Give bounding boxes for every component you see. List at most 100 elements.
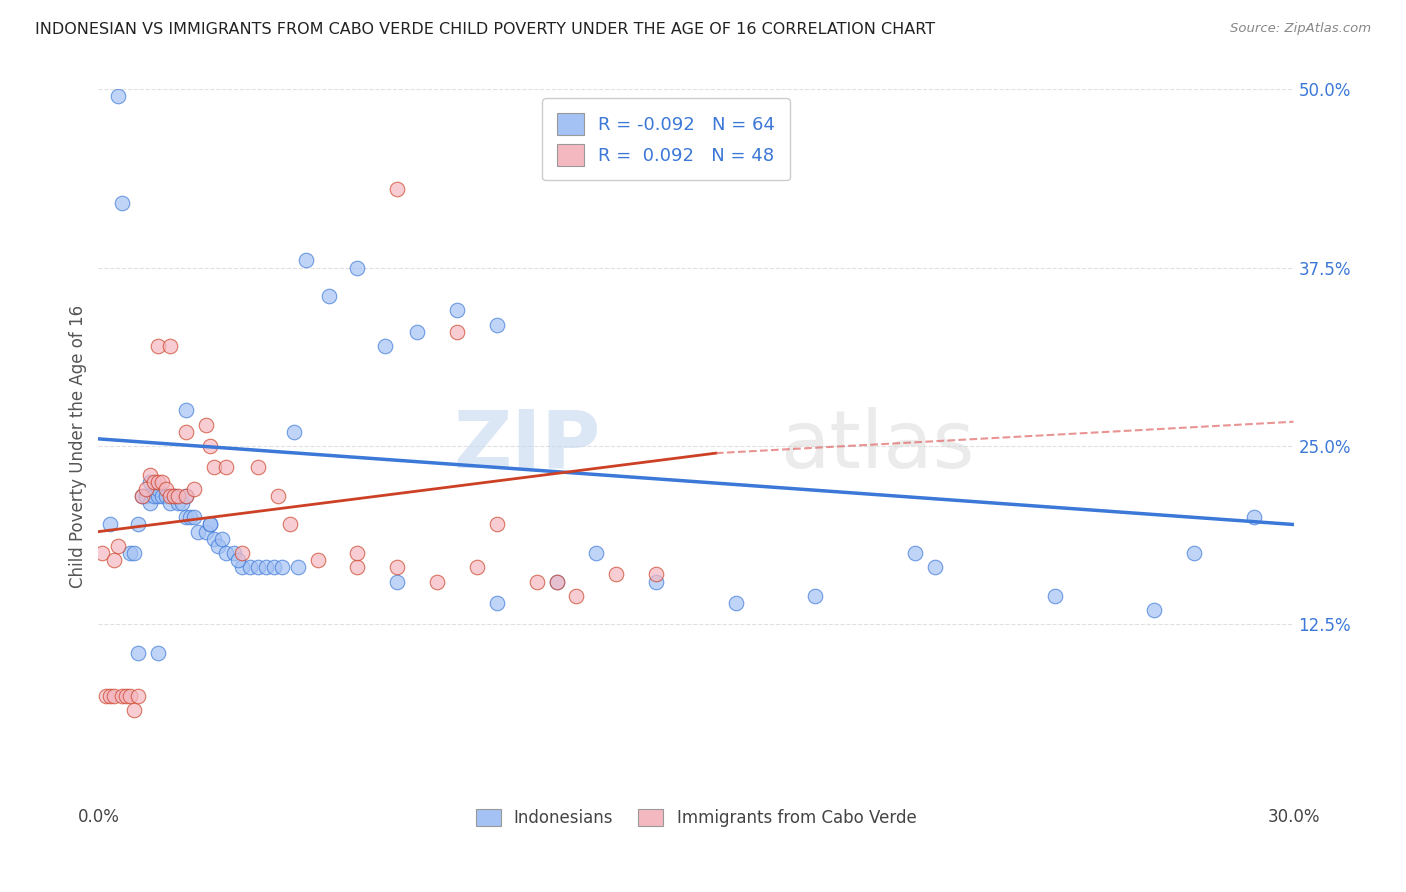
Point bbox=[195, 524, 218, 539]
Point bbox=[163, 489, 186, 503]
Point bbox=[346, 260, 368, 275]
Point bbox=[485, 318, 508, 332]
Point bbox=[135, 482, 157, 496]
Point bbox=[174, 489, 197, 503]
Point bbox=[198, 439, 221, 453]
Point bbox=[150, 475, 173, 489]
Point bbox=[167, 489, 190, 503]
Point bbox=[211, 532, 233, 546]
Point bbox=[1182, 546, 1205, 560]
Point bbox=[150, 489, 173, 503]
Point bbox=[406, 325, 429, 339]
Point bbox=[107, 539, 129, 553]
Point bbox=[127, 646, 149, 660]
Text: INDONESIAN VS IMMIGRANTS FROM CABO VERDE CHILD POVERTY UNDER THE AGE OF 16 CORRE: INDONESIAN VS IMMIGRANTS FROM CABO VERDE… bbox=[35, 22, 935, 37]
Point bbox=[283, 425, 305, 439]
Y-axis label: Child Poverty Under the Age of 16: Child Poverty Under the Age of 16 bbox=[69, 304, 87, 588]
Point bbox=[207, 539, 229, 553]
Point bbox=[724, 596, 747, 610]
Point bbox=[111, 689, 134, 703]
Point bbox=[131, 489, 153, 503]
Point bbox=[924, 560, 946, 574]
Point bbox=[585, 546, 607, 560]
Point bbox=[231, 560, 253, 574]
Point bbox=[159, 489, 181, 503]
Point bbox=[98, 517, 122, 532]
Point bbox=[254, 560, 277, 574]
Point bbox=[294, 253, 316, 268]
Point bbox=[446, 303, 468, 318]
Point bbox=[163, 489, 186, 503]
Point bbox=[195, 417, 218, 432]
Point bbox=[385, 560, 409, 574]
Point bbox=[374, 339, 396, 353]
Point bbox=[187, 524, 209, 539]
Point bbox=[307, 553, 329, 567]
Point bbox=[103, 553, 125, 567]
Point bbox=[346, 546, 368, 560]
Point bbox=[174, 403, 197, 417]
Point bbox=[127, 517, 149, 532]
Point bbox=[179, 510, 201, 524]
Point bbox=[1243, 510, 1265, 524]
Text: atlas: atlas bbox=[779, 407, 974, 485]
Point bbox=[904, 546, 927, 560]
Point bbox=[127, 689, 149, 703]
Point bbox=[270, 560, 292, 574]
Point bbox=[645, 574, 668, 589]
Point bbox=[148, 489, 170, 503]
Point bbox=[167, 496, 190, 510]
Point bbox=[546, 574, 568, 589]
Legend: Indonesians, Immigrants from Cabo Verde: Indonesians, Immigrants from Cabo Verde bbox=[468, 802, 924, 834]
Text: Source: ZipAtlas.com: Source: ZipAtlas.com bbox=[1230, 22, 1371, 36]
Point bbox=[174, 489, 197, 503]
Point bbox=[426, 574, 449, 589]
Point bbox=[120, 546, 142, 560]
Point bbox=[239, 560, 262, 574]
Point bbox=[287, 560, 309, 574]
Point bbox=[174, 510, 197, 524]
Point bbox=[148, 482, 170, 496]
Point bbox=[246, 460, 269, 475]
Point bbox=[246, 560, 269, 574]
Point bbox=[96, 689, 118, 703]
Point bbox=[159, 339, 181, 353]
Point bbox=[98, 689, 122, 703]
Point bbox=[135, 489, 157, 503]
Point bbox=[267, 489, 290, 503]
Point bbox=[202, 460, 225, 475]
Point bbox=[565, 589, 588, 603]
Point bbox=[804, 589, 827, 603]
Point bbox=[485, 596, 508, 610]
Point bbox=[202, 532, 225, 546]
Point bbox=[159, 496, 181, 510]
Point bbox=[198, 517, 221, 532]
Point bbox=[226, 553, 249, 567]
Point bbox=[131, 489, 153, 503]
Point bbox=[124, 703, 146, 717]
Point bbox=[546, 574, 568, 589]
Point bbox=[183, 482, 205, 496]
Point bbox=[231, 546, 253, 560]
Point bbox=[465, 560, 488, 574]
Point bbox=[215, 546, 238, 560]
Point bbox=[143, 475, 166, 489]
Point bbox=[605, 567, 627, 582]
Point bbox=[172, 496, 194, 510]
Point bbox=[155, 489, 177, 503]
Point bbox=[148, 646, 170, 660]
Point bbox=[183, 510, 205, 524]
Point bbox=[1043, 589, 1066, 603]
Point bbox=[139, 475, 162, 489]
Point bbox=[446, 325, 468, 339]
Point bbox=[148, 475, 170, 489]
Point bbox=[111, 196, 134, 211]
Point bbox=[139, 496, 162, 510]
Point bbox=[120, 689, 142, 703]
Point bbox=[139, 467, 162, 482]
Point bbox=[115, 689, 138, 703]
Point bbox=[107, 89, 129, 103]
Point bbox=[91, 546, 114, 560]
Point bbox=[263, 560, 285, 574]
Point bbox=[318, 289, 340, 303]
